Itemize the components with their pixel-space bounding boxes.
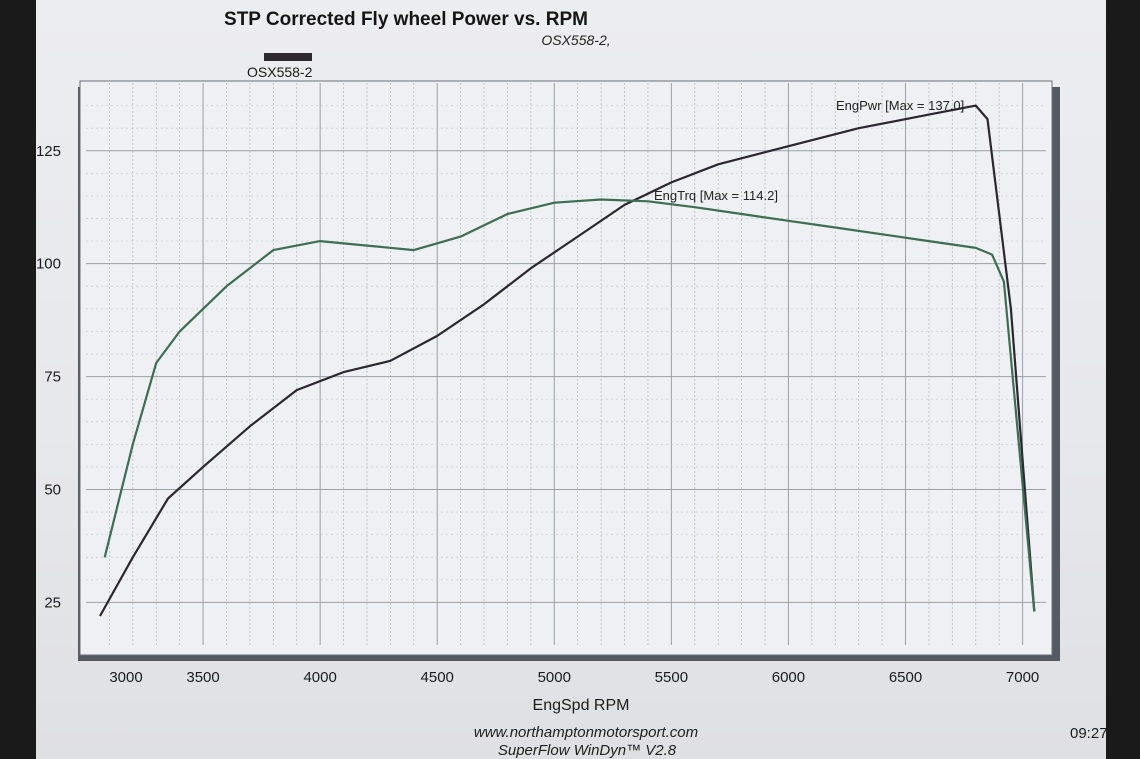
footer-url: www.northamptonmotorsport.com [474, 724, 698, 741]
x-axis-label: EngSpd RPM [533, 697, 630, 714]
series-line-engtrq [103, 198, 1036, 612]
plot-area [78, 80, 1060, 661]
annotation-engpwr: EngPwr [Max = 137.0] [836, 98, 964, 113]
y-tick-label: 25 [44, 594, 61, 611]
x-tick-label: 4500 [421, 669, 454, 686]
x-tick-label: 6500 [889, 669, 922, 686]
series-annotations: EngPwr [Max = 137.0] EngTrq [Max = 114.2] [654, 98, 964, 203]
legend-label: OSX558-2 [247, 64, 313, 80]
dyno-sheet: STP Corrected Fly wheel Power vs. RPM OS… [36, 0, 1106, 759]
legend: OSX558-2 [247, 53, 313, 80]
annotation-engtrq: EngTrq [Max = 114.2] [654, 188, 778, 203]
chart-subtitle: OSX558-2, [541, 32, 610, 48]
plot-background [79, 80, 1053, 656]
footer-time: 09:27 [1070, 725, 1106, 742]
y-axis-ticks: 25 50 75 100 125 [36, 143, 61, 612]
y-tick-label: 50 [44, 482, 61, 499]
legend-swatch [264, 53, 312, 61]
footer-software: SuperFlow WinDyn™ V2.8 [498, 742, 677, 759]
series-line-engpwr [99, 104, 1036, 617]
series-lines [99, 104, 1036, 617]
x-tick-label: 5500 [655, 669, 688, 686]
y-tick-label: 125 [36, 143, 61, 160]
x-axis-ticks: 3000 3500 4000 4500 5000 5500 6000 6500 7000 [109, 669, 1039, 686]
x-tick-label: 7000 [1006, 669, 1039, 686]
x-tick-label: 3000 [109, 669, 142, 686]
y-tick-label: 100 [36, 256, 61, 273]
chart: STP Corrected Fly wheel Power vs. RPM OS… [36, 9, 1106, 759]
y-tick-label: 75 [44, 369, 61, 386]
grid [86, 83, 1046, 645]
chart-title: STP Corrected Fly wheel Power vs. RPM [224, 9, 588, 30]
x-tick-label: 6000 [772, 669, 805, 686]
x-tick-label: 3500 [186, 669, 219, 686]
x-tick-label: 5000 [538, 669, 571, 686]
x-tick-label: 4000 [303, 669, 336, 686]
